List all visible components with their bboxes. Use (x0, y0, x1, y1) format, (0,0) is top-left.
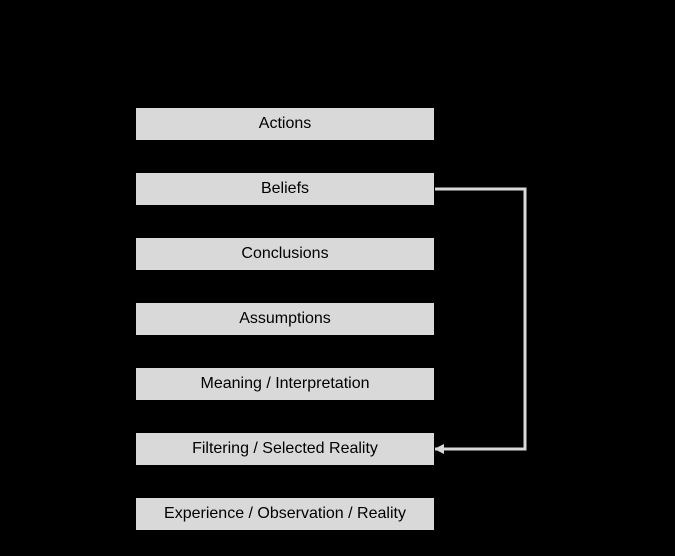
arrow-layer (0, 0, 675, 556)
ladder-label-conclusions: Conclusions (241, 245, 328, 263)
ladder-box-meaning: Meaning / Interpretation (135, 367, 435, 401)
feedback-arrow (435, 189, 525, 449)
ladder-box-filtering: Filtering / Selected Reality (135, 432, 435, 466)
diagram-canvas: { "diagram": { "type": "flowchart", "bac… (0, 0, 675, 556)
ladder-box-beliefs: Beliefs (135, 172, 435, 206)
ladder-label-experience: Experience / Observation / Reality (164, 505, 406, 523)
ladder-box-conclusions: Conclusions (135, 237, 435, 271)
ladder-label-assumptions: Assumptions (239, 310, 331, 328)
ladder-box-actions: Actions (135, 107, 435, 141)
ladder-label-beliefs: Beliefs (261, 180, 309, 198)
ladder-label-actions: Actions (259, 115, 311, 133)
ladder-box-experience: Experience / Observation / Reality (135, 497, 435, 531)
ladder-label-meaning: Meaning / Interpretation (201, 375, 370, 393)
ladder-box-assumptions: Assumptions (135, 302, 435, 336)
ladder-label-filtering: Filtering / Selected Reality (192, 440, 378, 458)
